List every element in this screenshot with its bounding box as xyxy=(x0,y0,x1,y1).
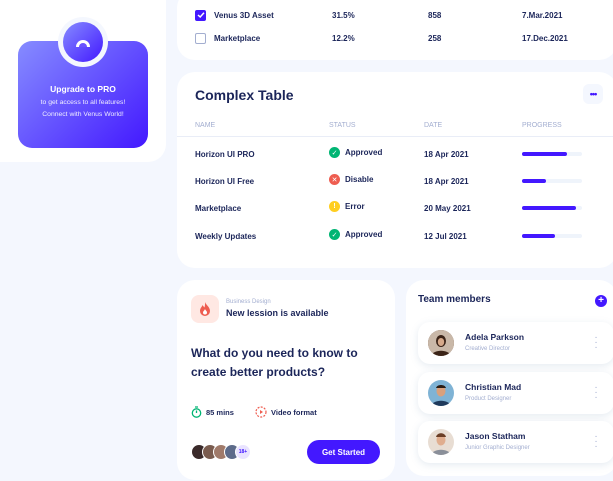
header-name: NAME xyxy=(195,122,216,129)
checkbox-checked[interactable] xyxy=(195,9,206,21)
member-name: Jason Statham xyxy=(465,431,526,441)
row-progress: 12.2% xyxy=(332,34,355,43)
member-card[interactable]: Jason Statham Junior Graphic Designer · ·… xyxy=(418,421,613,463)
row-date: 18 Apr 2021 xyxy=(424,177,469,186)
row-name: Venus 3D Asset xyxy=(214,10,274,20)
avatar xyxy=(428,380,454,406)
row-quantity: 858 xyxy=(428,11,442,20)
progress-fill xyxy=(522,234,555,238)
member-role: Product Designer xyxy=(465,396,512,402)
duration-label: 85 mins xyxy=(206,407,234,417)
more-vertical-icon[interactable]: · · · xyxy=(594,431,598,452)
member-card[interactable]: Christian Mad Product Designer · · · xyxy=(418,372,613,414)
check-table-card: Venus 3D Asset 31.5% 858 7.Mar.2021 Mark… xyxy=(177,0,613,60)
more-vertical-icon[interactable]: · · · xyxy=(594,382,598,403)
status-label: Approved xyxy=(345,230,383,239)
table-row: Horizon UI Free ✕ Disable 18 Apr 2021 xyxy=(177,168,613,196)
table-row: Horizon UI PRO ✓ Approved 18 Apr 2021 xyxy=(177,141,613,169)
row-quantity: 258 xyxy=(428,34,442,43)
header-progress: PROGRESS xyxy=(522,122,562,129)
member-role: Junior Graphic Designer xyxy=(465,445,530,451)
row-name: Horizon UI Free xyxy=(195,177,255,186)
promo-line-1: to get access to all features! xyxy=(40,99,126,106)
error-circle-icon: ! xyxy=(329,201,340,212)
avatar xyxy=(428,330,454,356)
row-name: Marketplace xyxy=(195,204,242,213)
row-date: 12 Jul 2021 xyxy=(424,232,467,241)
status-label: Approved xyxy=(345,148,383,157)
avatar xyxy=(428,429,454,455)
venus-logo-icon xyxy=(63,22,103,62)
progress-fill xyxy=(522,152,567,156)
header-status: STATUS xyxy=(329,122,356,129)
row-date: 17.Dec.2021 xyxy=(522,34,568,43)
complex-table-title: Complex Table xyxy=(195,87,294,103)
status-badge: ! Error xyxy=(329,201,365,212)
member-name: Adela Parkson xyxy=(465,332,525,342)
course-subtitle: New lession is available xyxy=(226,308,329,318)
progress-fill xyxy=(522,206,576,210)
promo-line-2: Connect with Venus World! xyxy=(42,111,124,118)
format-meta: Video format xyxy=(255,406,317,418)
promo-title: Upgrade to PRO xyxy=(50,84,116,94)
more-dots-icon[interactable]: ••• xyxy=(583,84,603,104)
row-date: 18 Apr 2021 xyxy=(424,150,469,159)
check-table-row[interactable]: Venus 3D Asset xyxy=(195,5,274,25)
progress-fill xyxy=(522,179,546,183)
promo-logo xyxy=(58,17,108,67)
row-name: Weekly Updates xyxy=(195,232,257,241)
header-divider xyxy=(177,136,613,137)
status-label: Error xyxy=(345,202,365,211)
status-badge: ✓ Approved xyxy=(329,147,382,158)
status-badge: ✓ Approved xyxy=(329,229,382,240)
table-row: Weekly Updates ✓ Approved 12 Jul 2021 xyxy=(177,223,613,251)
member-name: Christian Mad xyxy=(465,382,522,392)
course-card: Business Design New lession is available… xyxy=(177,280,395,480)
course-question: What do you need to know to create bette… xyxy=(191,346,358,379)
team-members-card: Team members + Adela Parkson Creative Di… xyxy=(406,280,613,476)
check-table-row[interactable]: Marketplace xyxy=(195,28,260,48)
progress-bar xyxy=(522,152,582,156)
check-circle-icon: ✓ xyxy=(329,147,340,158)
close-circle-icon: ✕ xyxy=(329,174,340,185)
progress-bar xyxy=(522,206,582,210)
upgrade-promo-card: Upgrade to PRO to get access to all feat… xyxy=(18,17,148,148)
member-role: Creative Director xyxy=(465,346,511,352)
check-circle-icon: ✓ xyxy=(329,229,340,240)
timer-icon xyxy=(191,406,202,418)
more-members-badge: 18+ xyxy=(235,444,251,460)
avatar-group: 18+ xyxy=(191,444,251,460)
add-member-icon[interactable]: + xyxy=(595,295,607,307)
fire-icon xyxy=(191,295,219,323)
complex-table-card: Complex Table ••• NAME STATUS DATE PROGR… xyxy=(177,72,613,268)
member-card[interactable]: Adela Parkson Creative Director · · · xyxy=(418,322,613,364)
header-date: DATE xyxy=(424,122,443,129)
checkbox-unchecked[interactable] xyxy=(195,32,206,44)
get-started-button[interactable]: Get Started xyxy=(307,440,380,464)
row-date: 7.Mar.2021 xyxy=(522,11,563,20)
video-play-icon xyxy=(255,406,267,418)
more-vertical-icon[interactable]: · · · xyxy=(594,332,598,353)
table-row: Marketplace ! Error 20 May 2021 xyxy=(177,195,613,223)
status-label: Disable xyxy=(345,175,374,184)
row-progress: 31.5% xyxy=(332,11,355,20)
row-name: Marketplace xyxy=(214,33,261,43)
row-name: Horizon UI PRO xyxy=(195,150,255,159)
duration-meta: 85 mins xyxy=(191,406,234,418)
progress-bar xyxy=(522,234,582,238)
progress-bar xyxy=(522,179,582,183)
status-badge: ✕ Disable xyxy=(329,174,373,185)
row-date: 20 May 2021 xyxy=(424,204,471,213)
team-title: Team members xyxy=(418,294,491,305)
format-label: Video format xyxy=(271,407,317,417)
course-category: Business Design xyxy=(226,299,271,305)
sidebar: Upgrade to PRO to get access to all feat… xyxy=(0,0,166,162)
